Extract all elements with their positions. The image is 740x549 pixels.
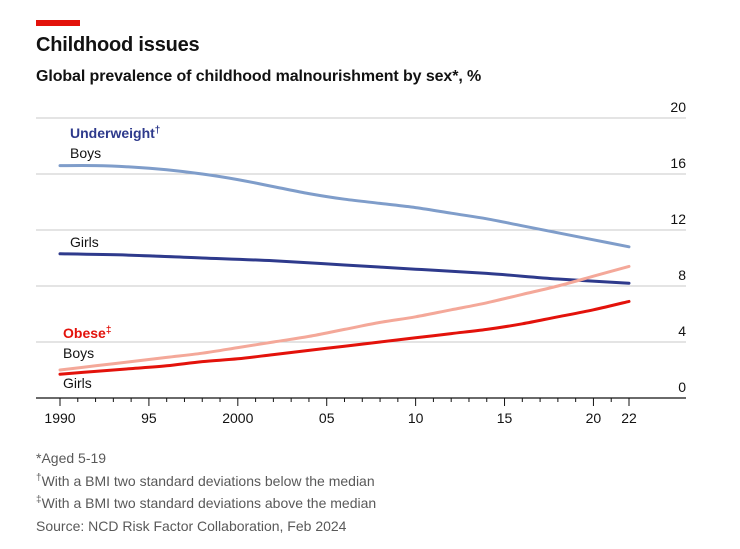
x-tick-label-2020: 20 xyxy=(586,410,602,426)
series-line-uw_boys xyxy=(58,164,631,249)
footnote-ddagger-mark: ‡ xyxy=(36,494,42,506)
underweight-boys-label: Boys xyxy=(70,145,101,161)
obese-boys-label: Boys xyxy=(63,345,94,361)
footnote-ddagger-text: With a BMI two standard deviations above… xyxy=(41,495,377,511)
x-tick-label-2022: 22 xyxy=(621,410,637,426)
y-tick-label-12: 12 xyxy=(670,211,686,227)
chart-subtitle: Global prevalence of childhood malnouris… xyxy=(36,68,482,85)
footnotes: *Aged 5-19 †With a BMI two standard devi… xyxy=(36,447,376,537)
footnote-dagger-mark: † xyxy=(36,471,42,483)
line-chart: 0 4 8 12 16 20 1990 95 2000 05 10 15 20 22 Underweight… xyxy=(36,99,686,426)
footnote-underweight: †With a BMI two standard deviations belo… xyxy=(36,470,376,493)
x-tick-label-1995: 95 xyxy=(141,410,157,426)
series-line-ob_boys xyxy=(58,264,631,372)
underweight-label: Underweight† xyxy=(70,125,160,141)
footnote-obese: ‡With a BMI two standard deviations abov… xyxy=(36,492,376,515)
series-line-uw_girls xyxy=(58,252,631,285)
series-line-ob_girls xyxy=(58,299,631,376)
footnote-dagger-text: With a BMI two standard deviations below… xyxy=(41,472,375,489)
footnote-aged: *Aged 5-19 xyxy=(36,450,107,466)
source-note: Source: NCD Risk Factor Collaboration, F… xyxy=(36,517,347,534)
x-tick-label-1990: 1990 xyxy=(44,410,75,426)
y-tick-label-16: 16 xyxy=(670,155,686,171)
y-tick-label-4: 4 xyxy=(678,323,686,339)
x-tick-label-2000: 2000 xyxy=(222,410,253,426)
chart-title: Childhood issues xyxy=(36,34,200,56)
underweight-girls-label: Girls xyxy=(70,234,99,250)
obese-label: Obese‡ xyxy=(63,325,111,341)
x-tick-label-2005: 05 xyxy=(319,410,335,426)
obese-girls-label: Girls xyxy=(63,375,92,391)
x-tick-label-2015: 15 xyxy=(497,410,513,426)
x-tick-label-2010: 10 xyxy=(408,410,424,426)
y-tick-label-20: 20 xyxy=(670,99,686,115)
accent-bar xyxy=(36,20,80,26)
y-tick-label-8: 8 xyxy=(678,267,686,283)
y-tick-label-0: 0 xyxy=(678,379,686,395)
